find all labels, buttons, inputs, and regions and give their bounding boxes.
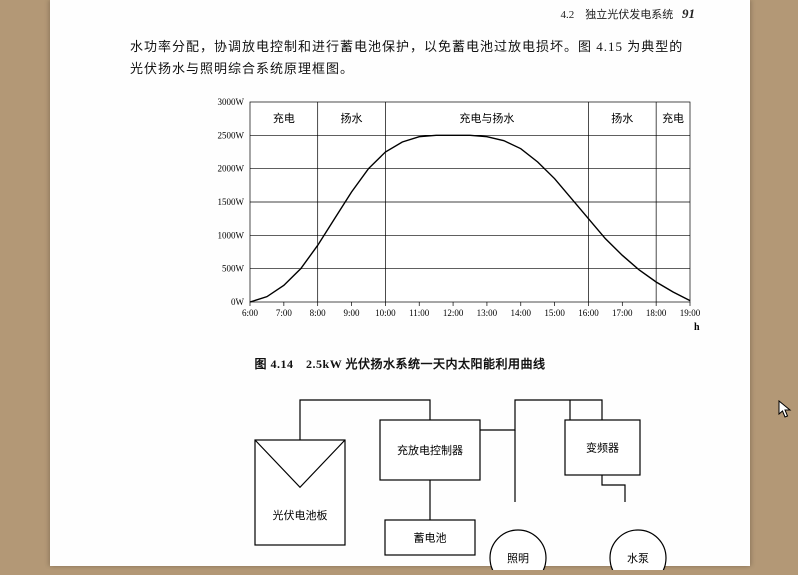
svg-text:14:00: 14:00 <box>511 308 532 318</box>
svg-text:8:00: 8:00 <box>310 308 327 318</box>
section-label: 4.2 独立光伏发电系统 <box>561 9 674 21</box>
svg-text:13:00: 13:00 <box>477 308 498 318</box>
document-page: 4.2 独立光伏发电系统 91 水功率分配，协调放电控制和进行蓄电池保护，以免蓄… <box>50 0 750 566</box>
chart-caption: 图 4.14 2.5kW 光伏扬水系统一天内太阳能利用曲线 <box>50 355 750 372</box>
svg-text:充电与扬水: 充电与扬水 <box>459 111 514 125</box>
svg-text:充电: 充电 <box>273 111 295 125</box>
svg-text:充放电控制器: 充放电控制器 <box>397 443 463 457</box>
page-header: 4.2 独立光伏发电系统 91 <box>561 6 696 22</box>
svg-text:15:00: 15:00 <box>544 308 565 318</box>
svg-text:0W: 0W <box>231 297 245 307</box>
svg-text:500W: 500W <box>222 264 245 274</box>
svg-text:充电: 充电 <box>662 111 684 125</box>
svg-text:扬水: 扬水 <box>611 111 633 125</box>
svg-text:2500W: 2500W <box>218 130 245 140</box>
svg-text:18:00: 18:00 <box>646 308 667 318</box>
svg-text:扬水: 扬水 <box>341 111 363 125</box>
svg-text:蓄电池: 蓄电池 <box>414 532 447 545</box>
body-paragraph: 水功率分配，协调放电控制和进行蓄电池保护，以免蓄电池过放电损坏。图 4.15 为… <box>130 36 690 80</box>
svg-text:17:00: 17:00 <box>612 308 633 318</box>
mouse-cursor-icon <box>778 400 794 420</box>
svg-text:7:00: 7:00 <box>276 308 293 318</box>
svg-text:变频器: 变频器 <box>586 441 619 455</box>
svg-text:9:00: 9:00 <box>344 308 361 318</box>
svg-text:3000W: 3000W <box>218 97 245 107</box>
svg-text:11:00: 11:00 <box>409 308 430 318</box>
svg-text:10:00: 10:00 <box>375 308 396 318</box>
svg-text:h: h <box>694 322 700 332</box>
svg-text:光伏电池板: 光伏电池板 <box>273 508 328 522</box>
solar-power-chart: 0W 500W 1000W 1500W 2000W 2500W 3000W 充电 扬水 充电与扬水… <box>200 92 710 332</box>
system-block-diagram: 光伏电池板 充放电控制器蓄电池 变频器照明 水泵 <box>220 390 690 570</box>
svg-text:照明: 照明 <box>507 552 529 565</box>
page-number: 91 <box>682 6 695 21</box>
svg-text:1500W: 1500W <box>218 197 245 207</box>
svg-text:1000W: 1000W <box>218 230 245 240</box>
svg-text:水泵: 水泵 <box>627 552 649 565</box>
svg-text:12:00: 12:00 <box>443 308 464 318</box>
svg-text:19:00: 19:00 <box>680 308 701 318</box>
svg-text:2000W: 2000W <box>218 164 245 174</box>
svg-text:6:00: 6:00 <box>242 308 259 318</box>
svg-text:16:00: 16:00 <box>578 308 599 318</box>
